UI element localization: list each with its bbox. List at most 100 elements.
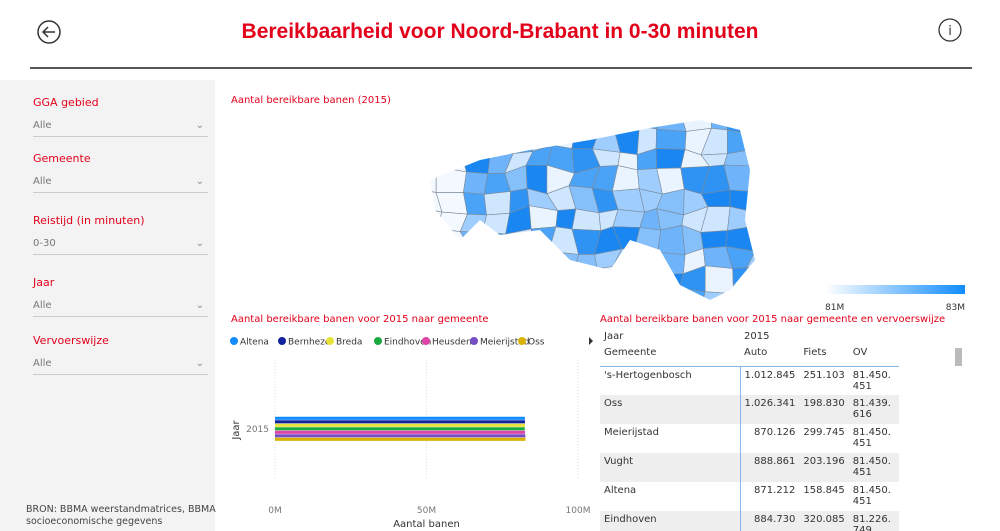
legend-label: Altena — [240, 338, 269, 348]
info-button[interactable] — [938, 18, 962, 42]
municipality — [459, 231, 487, 249]
municipality — [595, 266, 614, 291]
municipality — [657, 251, 686, 275]
municipality — [502, 120, 528, 135]
header-cell: Gemeente — [600, 346, 740, 367]
municipality — [457, 285, 488, 300]
municipality — [507, 287, 528, 300]
municipality — [463, 171, 489, 195]
table-cell: 1.026.341 — [744, 398, 796, 409]
municipality — [442, 285, 465, 300]
legend-label: Bernheze — [288, 338, 331, 348]
filter-label: GGA gebied — [33, 96, 99, 109]
municipality — [552, 269, 576, 292]
municipality — [430, 228, 438, 253]
chevron: ⌄ — [195, 238, 204, 249]
table-cell: 299.745 — [803, 427, 845, 438]
legend-dot — [374, 337, 382, 345]
municipality — [482, 232, 507, 249]
municipality — [507, 268, 528, 291]
municipality — [727, 206, 755, 231]
municipality — [638, 273, 666, 287]
table-cell: Oss — [600, 395, 741, 424]
filter-label: Jaar — [33, 276, 55, 289]
table-wrap: Jaar 2015 Gemeente Auto Fiets OV's-Hertogenbo… — [600, 330, 952, 531]
table-cell: 81.226.749 — [852, 514, 891, 531]
table-row: 's-Hertogenbosch 1.012.845 251.103 81.450.4… — [600, 366, 899, 395]
municipality — [551, 127, 576, 149]
x-tick-label: 100M — [566, 506, 591, 516]
bar — [275, 420, 525, 424]
chevron: ⌄ — [195, 300, 204, 311]
x-axis-label: Aantal banen — [393, 519, 460, 530]
municipality — [726, 120, 753, 134]
municipality — [661, 285, 685, 300]
header-row: Jaar 2015 — [600, 330, 899, 346]
municipality — [589, 285, 614, 300]
municipality — [464, 267, 486, 287]
table-cell: 81.450.451 — [852, 427, 891, 449]
filter-value: Alle — [33, 120, 52, 131]
map: 81M 83M — [430, 120, 965, 313]
municipality — [505, 246, 534, 272]
filter-dropdown[interactable]: Alle ⌄ — [33, 116, 208, 137]
bar — [275, 416, 525, 420]
y-tick-label: 2015 — [246, 425, 269, 435]
legend-more[interactable] — [589, 337, 593, 345]
legend-gradient — [825, 285, 965, 294]
bar — [275, 430, 525, 434]
municipality — [657, 224, 686, 255]
table-cell: 158.845 — [803, 485, 845, 496]
municipality — [704, 265, 734, 295]
scrollbar[interactable] — [952, 330, 966, 520]
filter-label: Gemeente — [33, 152, 91, 165]
table-cell: 884.730 — [754, 514, 796, 525]
back-button[interactable] — [37, 20, 61, 44]
municipality — [611, 266, 640, 291]
table-cell: 81.450.451 — [852, 369, 891, 392]
municipality — [459, 128, 491, 156]
filter-dropdown[interactable]: 0-30 ⌄ — [33, 234, 208, 255]
table-cell: 320.085 — [803, 514, 845, 525]
legend-label: Heusden — [432, 338, 472, 348]
bar-chart: Altena Bernheze Breda Eindhoven Heusden Meier… — [230, 337, 593, 530]
municipality — [597, 120, 620, 132]
header-cell: 2015 — [744, 331, 770, 342]
municipality — [430, 166, 437, 193]
municipality — [430, 290, 447, 300]
table-cell: Vught — [600, 453, 741, 482]
municipality — [573, 254, 598, 271]
filter-dropdown[interactable]: Alle ⌄ — [33, 296, 208, 317]
table-cell: Meierijstad — [600, 424, 741, 453]
table-row: Vught 888.861 203.196 81.450.451 — [600, 453, 899, 482]
filter-dropdown[interactable]: Alle ⌄ — [33, 354, 208, 375]
table-cell: 81.450.451 — [852, 456, 891, 478]
header-cell: Jaar — [604, 331, 624, 342]
municipality — [430, 146, 446, 168]
map-title: Aantal bereikbare banen (2015) — [231, 95, 391, 106]
info-icon: i — [948, 24, 952, 39]
legend-label: Eindhoven — [384, 338, 431, 348]
municipality — [634, 246, 666, 275]
municipality — [485, 286, 510, 300]
table-title: Aantal bereikbare banen voor 2015 naar g… — [600, 314, 946, 325]
municipality — [574, 268, 598, 292]
municipality — [745, 191, 755, 211]
table-cell: Altena — [600, 482, 741, 511]
municipality — [748, 129, 755, 154]
municipality — [663, 273, 684, 289]
filter-value: Alle — [33, 358, 52, 369]
chevron: ⌄ — [195, 120, 204, 131]
municipality — [463, 192, 487, 216]
table-row: Oss 1.026.341 198.830 81.439.616 — [600, 395, 899, 424]
scroll-thumb[interactable] — [955, 348, 962, 366]
table-cell: 870.126 — [754, 427, 796, 438]
bar — [275, 434, 526, 438]
municipality — [435, 145, 467, 173]
filter-dropdown[interactable]: Alle ⌄ — [33, 172, 208, 193]
municipality — [483, 128, 514, 155]
table-row: Eindhoven 884.730 320.085 81.226.749 — [600, 511, 899, 531]
table-cell: 81.439.616 — [852, 398, 891, 420]
